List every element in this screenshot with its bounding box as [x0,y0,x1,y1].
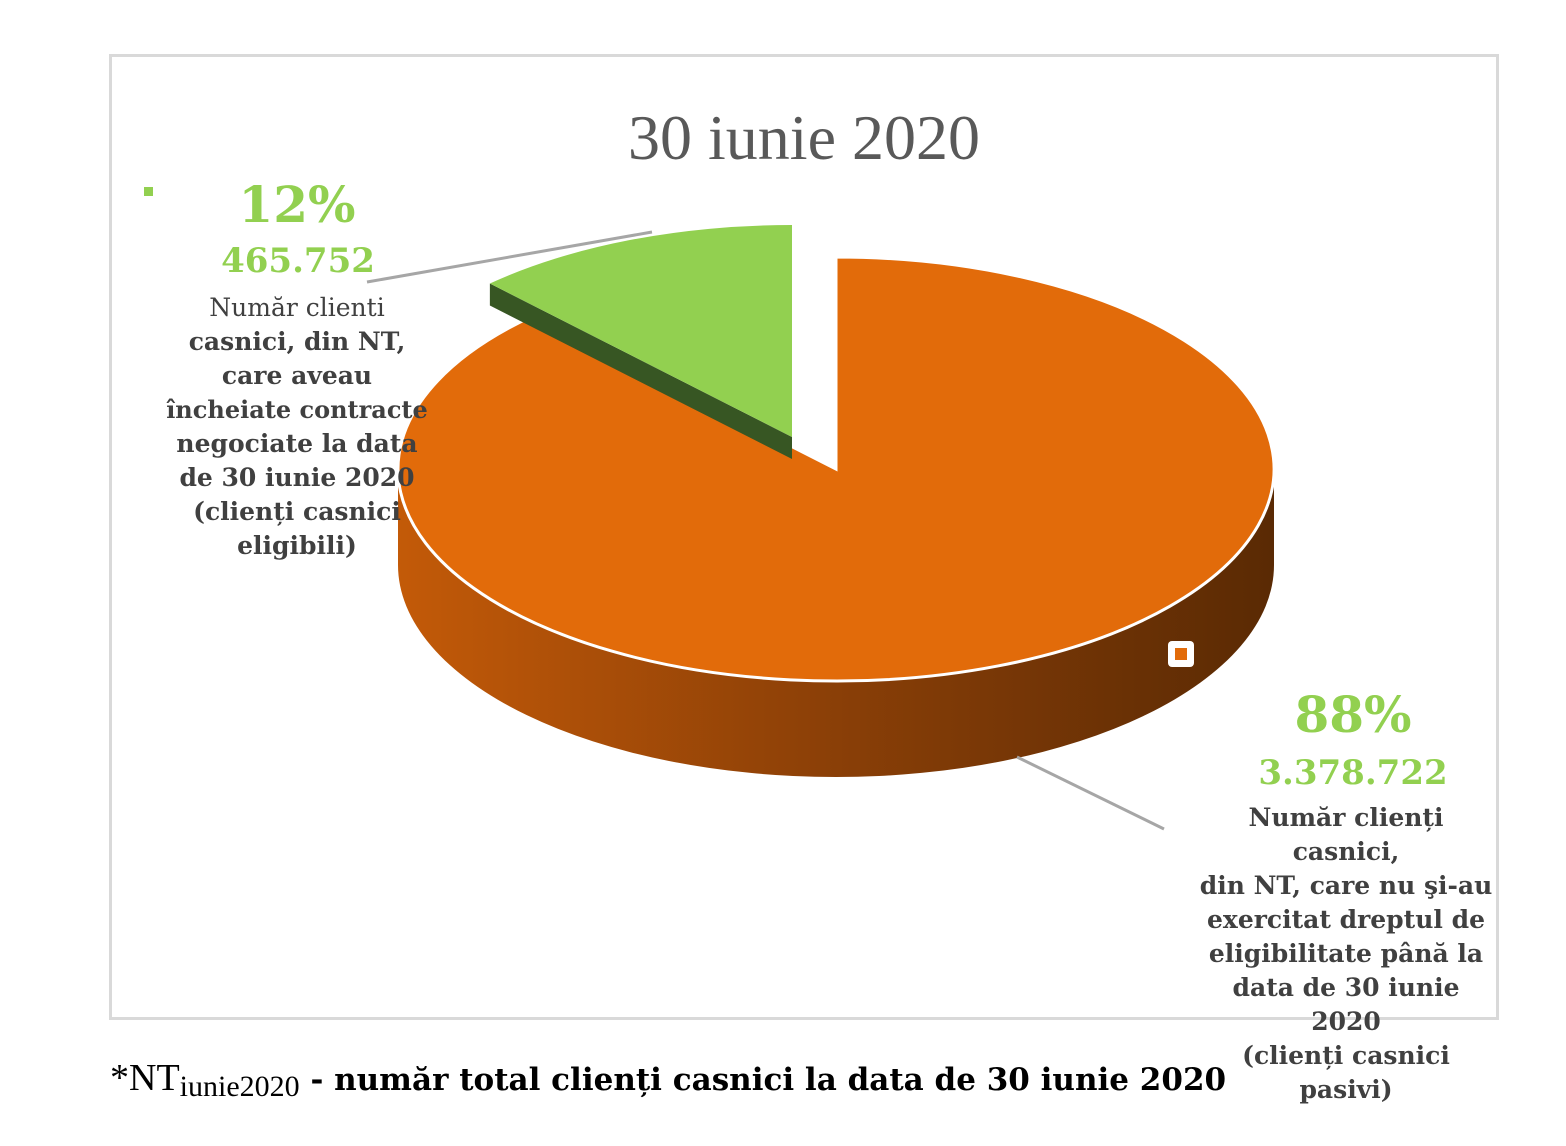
desc-eligibili-line: negociate la data [176,429,418,458]
leader-line-pasivi [1016,755,1165,831]
desc-pasivi: Număr clienți casnici, din NT, care nu ş… [1196,801,1496,1107]
footnote-subscript: iunie2020 [179,1070,300,1103]
pct-pasivi: 88% [1294,685,1412,744]
marker-green [144,187,153,196]
desc-pasivi-line: exercitat dreptul de [1207,905,1485,934]
desc-pasivi-line: Număr clienți casnici, [1248,803,1444,866]
desc-eligibili: Număr clienti casnici, din NT, care avea… [162,291,432,563]
desc-eligibili-line: încheiate contracte [166,395,428,424]
desc-eligibili-line: eligibili) [237,531,357,560]
desc-pasivi-line: (clienți casnici pasivi) [1242,1041,1450,1104]
desc-pasivi-line: din NT, care nu şi-au [1199,871,1493,900]
value-eligibili: 465.752 [221,241,375,281]
marker-orange-inner [1175,648,1187,660]
pie-slice-eligibili [489,225,792,437]
desc-eligibili-line: Număr clienti [209,293,385,322]
pie-chart [144,187,1276,831]
desc-eligibili-line: care aveau [221,361,373,390]
footnote-text: - număr total clienți casnici la data de… [299,1062,1227,1098]
footnote: *NTiunie2020 - număr total clienți casni… [110,1056,1226,1104]
pie-slice-side-pasivi [398,469,1274,777]
desc-eligibili-line: de 30 iunie 2020 [179,463,415,492]
footnote-nt: *NT [110,1057,180,1099]
chart-title: 30 iunie 2020 [628,102,980,173]
chart-frame: 30 iunie 2020 12% 465.752 Număr clienti … [109,54,1499,1104]
leader-line-eligibili [366,230,653,284]
pie-slice-side-eligibili [489,283,792,459]
desc-pasivi-line: data de 30 iunie 2020 [1232,973,1460,1036]
desc-pasivi-line: eligibilitate până la [1208,939,1484,968]
desc-eligibili-line: casnici, din NT, [188,327,406,356]
desc-eligibili-line: (clienți casnici [193,497,401,526]
pct-eligibili: 12% [238,175,356,234]
value-pasivi: 3.378.722 [1258,753,1448,793]
